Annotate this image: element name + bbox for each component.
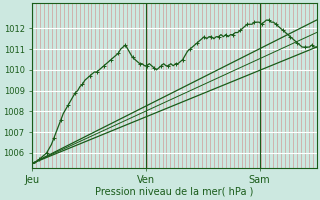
X-axis label: Pression niveau de la mer( hPa ): Pression niveau de la mer( hPa ): [95, 187, 253, 197]
